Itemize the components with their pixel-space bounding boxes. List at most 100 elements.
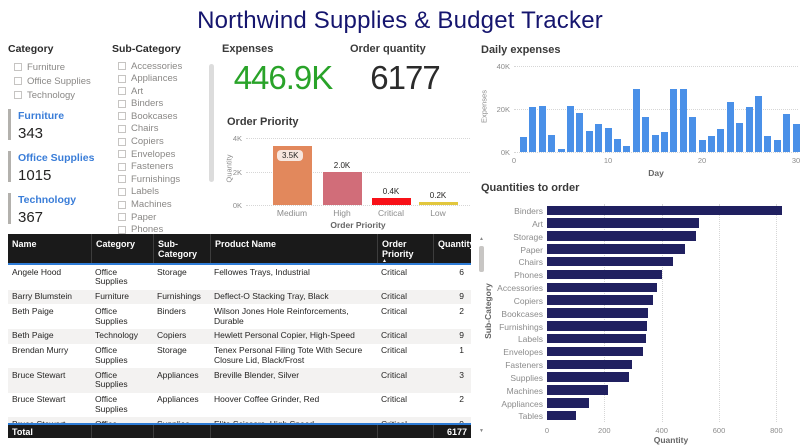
subcategory-option[interactable]: Furnishings: [112, 173, 216, 185]
qty-bar-tables[interactable]: [547, 410, 576, 421]
daily-expense-bar-day-16[interactable]: [660, 131, 668, 152]
daily-expense-bar-day-25[interactable]: [745, 106, 753, 152]
priority-bar-high[interactable]: [322, 171, 362, 205]
daily-expense-bar-day-11[interactable]: [613, 139, 621, 152]
daily-expense-bar-day-26[interactable]: [754, 96, 762, 152]
checkbox-icon[interactable]: [14, 91, 22, 99]
daily-expense-bar-day-3[interactable]: [538, 105, 546, 152]
qty-bar-bookcases[interactable]: [547, 308, 648, 318]
daily-expense-bar-day-13[interactable]: [632, 88, 640, 152]
daily-expense-bar-day-12[interactable]: [623, 145, 631, 152]
subcategory-option[interactable]: Chairs: [112, 123, 216, 135]
qty-bar-copiers[interactable]: [547, 295, 654, 305]
subcategory-option[interactable]: Machines: [112, 199, 216, 211]
daily-expense-bar-day-6[interactable]: [566, 105, 574, 152]
qty-bar-machines[interactable]: [547, 385, 609, 395]
qty-bar-binders[interactable]: [547, 205, 783, 216]
column-header-order-priority[interactable]: Order Priority ▲: [377, 234, 433, 264]
qty-bar-phones[interactable]: [547, 269, 662, 280]
priority-bar-critical[interactable]: [371, 198, 411, 205]
qty-bar-art[interactable]: [547, 218, 699, 228]
scroll-down-icon[interactable]: ▼: [479, 428, 484, 434]
checkbox-icon[interactable]: [118, 225, 126, 234]
qty-bar-fasteners[interactable]: [547, 359, 632, 370]
daily-expense-bar-day-18[interactable]: [679, 88, 687, 152]
checkbox-icon[interactable]: [118, 87, 126, 96]
checkbox-icon[interactable]: [118, 99, 126, 108]
checkbox-icon[interactable]: [118, 124, 126, 133]
qty-bar-paper[interactable]: [547, 244, 685, 254]
daily-expense-bar-day-20[interactable]: [698, 140, 706, 152]
daily-expense-bar-day-29[interactable]: [783, 114, 791, 152]
subcategory-option[interactable]: Art: [112, 85, 216, 97]
subcategory-option[interactable]: Fasteners: [112, 161, 216, 173]
daily-expense-bar-day-10[interactable]: [604, 128, 612, 152]
table-row[interactable]: Bruce Stewart Office Supplies Appliances Br…: [8, 368, 471, 393]
subcategory-option[interactable]: Bookcases: [112, 110, 216, 122]
checkbox-icon[interactable]: [118, 200, 126, 209]
qty-bar-envelopes[interactable]: [547, 346, 643, 357]
table-row[interactable]: Brendan Murry Office Supplies Storage Tenex…: [8, 344, 471, 369]
daily-expense-bar-day-9[interactable]: [595, 124, 603, 152]
daily-expense-bar-day-1[interactable]: [519, 137, 527, 152]
daily-expense-bar-day-21[interactable]: [707, 135, 715, 152]
subcategory-scrollbar[interactable]: [209, 64, 214, 182]
checkbox-icon[interactable]: [14, 63, 22, 71]
table-row[interactable]: Barry Blumstein Furniture Furnishings Defle…: [8, 289, 471, 305]
daily-expense-bar-day-24[interactable]: [736, 123, 744, 152]
subcategory-option[interactable]: Labels: [112, 186, 216, 198]
table-row[interactable]: Beth Paige Office Supplies Binders Wilson J…: [8, 304, 471, 329]
subcategory-option[interactable]: Envelopes: [112, 148, 216, 160]
daily-expense-bar-day-22[interactable]: [717, 129, 725, 152]
qty-bar-accessories[interactable]: [547, 282, 658, 293]
qty-bar-furnishings[interactable]: [547, 321, 648, 331]
checkbox-icon[interactable]: [118, 187, 126, 196]
daily-expense-bar-day-14[interactable]: [642, 116, 650, 152]
qty-bar-chairs[interactable]: [547, 256, 674, 267]
daily-expense-bar-day-2[interactable]: [529, 106, 537, 152]
table-scrollbar[interactable]: ▲ ▼: [477, 234, 486, 438]
qty-bar-storage[interactable]: [547, 231, 697, 241]
subcategory-option[interactable]: Copiers: [112, 136, 216, 148]
column-header-quantity[interactable]: Quantity: [433, 234, 471, 263]
priority-bar-low[interactable]: [418, 201, 458, 205]
scroll-up-icon[interactable]: ▲: [479, 236, 484, 242]
table-row[interactable]: Beth Paige Technology Copiers Hewlett Perso…: [8, 328, 471, 344]
daily-expense-bar-day-23[interactable]: [726, 101, 734, 152]
checkbox-icon[interactable]: [118, 62, 126, 70]
subcategory-option[interactable]: Accessories: [112, 60, 216, 72]
daily-expense-bar-day-15[interactable]: [651, 134, 659, 152]
qty-bar-labels[interactable]: [547, 333, 646, 344]
scrollbar-thumb[interactable]: [479, 246, 484, 272]
column-header-category[interactable]: Category: [91, 234, 153, 263]
checkbox-icon[interactable]: [118, 137, 126, 146]
daily-expense-bar-day-27[interactable]: [764, 135, 772, 152]
table-row[interactable]: Bruce Stewart Office Supplies Appliances Ho…: [8, 393, 471, 418]
checkbox-icon[interactable]: [118, 162, 126, 171]
qty-bar-supplies[interactable]: [547, 372, 629, 382]
checkbox-icon[interactable]: [118, 74, 126, 83]
daily-expense-bar-day-4[interactable]: [548, 134, 556, 152]
checkbox-icon[interactable]: [118, 112, 126, 121]
daily-expense-bar-day-28[interactable]: [773, 140, 781, 152]
daily-expense-bar-day-30[interactable]: [792, 124, 800, 152]
checkbox-icon[interactable]: [118, 150, 126, 159]
category-option[interactable]: Technology: [8, 89, 108, 101]
checkbox-icon[interactable]: [14, 77, 22, 85]
column-header-sub-category[interactable]: Sub-Category: [153, 234, 210, 263]
daily-expense-bar-day-5[interactable]: [557, 148, 565, 152]
daily-expense-bar-day-7[interactable]: [576, 113, 584, 152]
daily-expense-bar-day-8[interactable]: [585, 130, 593, 152]
column-header-name[interactable]: Name: [12, 239, 37, 249]
checkbox-icon[interactable]: [118, 213, 126, 222]
category-option[interactable]: Furniture: [8, 61, 108, 73]
checkbox-icon[interactable]: [118, 175, 126, 184]
subcategory-option[interactable]: Appliances: [112, 73, 216, 85]
subcategory-option[interactable]: Phones: [112, 224, 216, 236]
column-header-product-name[interactable]: Product Name: [210, 234, 377, 263]
daily-expense-bar-day-17[interactable]: [670, 88, 678, 152]
subcategory-option[interactable]: Paper: [112, 211, 216, 223]
qty-bar-appliances[interactable]: [547, 398, 589, 408]
category-option[interactable]: Office Supplies: [8, 75, 108, 87]
table-row[interactable]: Angele Hood Office Supplies Storage Fellowe…: [8, 265, 471, 290]
